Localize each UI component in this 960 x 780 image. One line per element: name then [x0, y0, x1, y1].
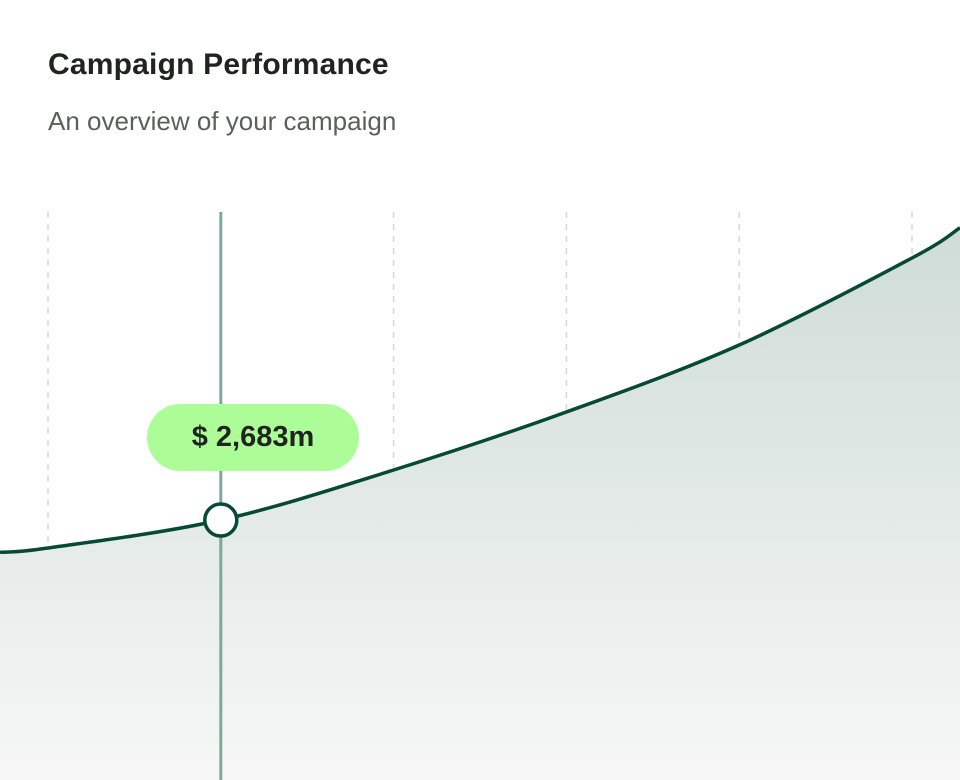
page-title: Campaign Performance: [48, 48, 389, 81]
value-tooltip: $ 2,683m: [147, 404, 359, 471]
highlight-point[interactable]: [203, 502, 239, 538]
area-fill: [0, 227, 960, 780]
page-subtitle: An overview of your campaign: [48, 106, 397, 136]
series-line: [0, 226, 960, 555]
